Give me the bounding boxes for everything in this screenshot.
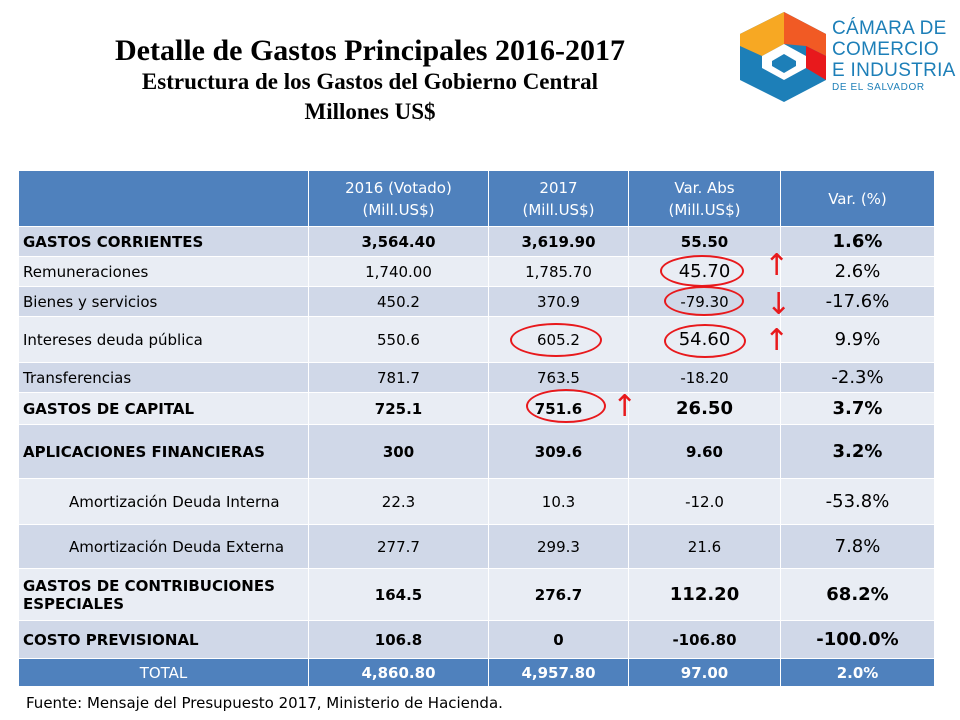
- cell-2016: 450.2: [308, 286, 489, 317]
- logo-line-4: DE EL SALVADOR: [832, 82, 925, 93]
- logo-line-3: E INDUSTRIA: [832, 60, 956, 81]
- highlight-circle-intereses-2017: [510, 323, 602, 357]
- table-row: GASTOS DE CAPITAL 725.1 751.6 26.50 3.7%: [18, 392, 935, 425]
- cell-2017: 309.6: [488, 424, 629, 479]
- table-row: Bienes y servicios 450.2 370.9 -79.30 -1…: [18, 286, 935, 317]
- cell-2016: 781.7: [308, 362, 489, 393]
- table-row: Intereses deuda pública 550.6 605.2 54.6…: [18, 316, 935, 363]
- cell-var-pct: 68.2%: [780, 568, 935, 621]
- logo-line-2: COMERCIO: [832, 39, 939, 60]
- cell-2016: 3,564.40: [308, 226, 489, 257]
- header-var-abs: Var. Abs (Mill.US$): [628, 170, 781, 227]
- expense-table: 2016 (Votado) (Mill.US$) 2017 (Mill.US$) V…: [18, 170, 935, 687]
- header-var-pct: Var. (%): [780, 170, 935, 227]
- cell-var-pct: 3.7%: [780, 392, 935, 425]
- units-label: Millones US$: [304, 99, 436, 124]
- cell-2016: 164.5: [308, 568, 489, 621]
- row-label: GASTOS DE CONTRIBUCIONES ESPECIALES: [18, 568, 309, 621]
- cell-var-abs: 21.6: [628, 524, 781, 569]
- cell-var-abs: 112.20: [628, 568, 781, 621]
- total-var-abs: 97.00: [628, 658, 781, 687]
- cell-var-abs: 26.50: [628, 392, 781, 425]
- cell-var-abs: 55.50: [628, 226, 781, 257]
- page-title: Detalle de Gastos Principales 2016-2017: [115, 34, 625, 67]
- cell-2017: 0: [488, 620, 629, 659]
- total-var-pct: 2.0%: [780, 658, 935, 687]
- cell-var-abs: -18.20: [628, 362, 781, 393]
- highlight-circle-remuneraciones: [660, 255, 744, 287]
- header-2017: 2017 (Mill.US$): [488, 170, 629, 227]
- cell-2016: 300: [308, 424, 489, 479]
- row-label: COSTO PREVISIONAL: [18, 620, 309, 659]
- table-row: Remuneraciones 1,740.00 1,785.70 45.70 2…: [18, 256, 935, 287]
- arrow-up-icon: ↑: [612, 389, 638, 424]
- cell-2017: 276.7: [488, 568, 629, 621]
- cell-var-pct: 3.2%: [780, 424, 935, 479]
- arrow-up-icon: ↑: [764, 323, 790, 358]
- row-label: Transferencias: [18, 362, 309, 393]
- title-block: Detalle de Gastos Principales 2016-2017 …: [0, 34, 740, 126]
- cell-2017: 763.5: [488, 362, 629, 393]
- source-note: Fuente: Mensaje del Presupuesto 2017, Mi…: [26, 694, 503, 712]
- table-row: COSTO PREVISIONAL 106.8 0 -106.80 -100.0…: [18, 620, 935, 659]
- row-label: Intereses deuda pública: [18, 316, 309, 363]
- row-label: GASTOS CORRIENTES: [18, 226, 309, 257]
- cell-var-pct: 9.9%: [780, 316, 935, 363]
- header-label: [18, 170, 309, 227]
- arrow-down-icon: ↓: [766, 287, 792, 322]
- table-row: GASTOS DE CONTRIBUCIONES ESPECIALES 164.…: [18, 568, 935, 621]
- cell-var-pct: -17.6%: [780, 286, 935, 317]
- cell-var-pct: 1.6%: [780, 226, 935, 257]
- row-label: Amortización Deuda Interna: [18, 478, 309, 525]
- page-subtitle: Estructura de los Gastos del Gobierno Ce…: [141, 69, 599, 94]
- table-header-row: 2016 (Votado) (Mill.US$) 2017 (Mill.US$) V…: [18, 170, 935, 227]
- header-2016: 2016 (Votado) (Mill.US$): [308, 170, 489, 227]
- cell-2016: 550.6: [308, 316, 489, 363]
- logo-line-1: CÁMARA DE: [832, 18, 947, 39]
- chamber-logo: [740, 12, 826, 102]
- highlight-circle-bienes: [664, 286, 744, 316]
- table-row: Transferencias 781.7 763.5 -18.20 -2.3%: [18, 362, 935, 393]
- cell-2017: 1,785.70: [488, 256, 629, 287]
- row-label: Bienes y servicios: [18, 286, 309, 317]
- cell-var-abs: -106.80: [628, 620, 781, 659]
- arrow-up-icon: ↑: [764, 248, 790, 283]
- table-row: Amortización Deuda Externa 277.7 299.3 2…: [18, 524, 935, 569]
- cell-var-pct: 2.6%: [780, 256, 935, 287]
- total-2016: 4,860.80: [308, 658, 489, 687]
- cell-2017: 3,619.90: [488, 226, 629, 257]
- table-row: GASTOS CORRIENTES 3,564.40 3,619.90 55.5…: [18, 226, 935, 257]
- row-label: Remuneraciones: [18, 256, 309, 287]
- cell-2016: 1,740.00: [308, 256, 489, 287]
- row-label: Amortización Deuda Externa: [18, 524, 309, 569]
- cell-var-pct: -2.3%: [780, 362, 935, 393]
- highlight-circle-capital-2017: [526, 389, 606, 423]
- cell-2017: 370.9: [488, 286, 629, 317]
- table-row: APLICACIONES FINANCIERAS 300 309.6 9.60 …: [18, 424, 935, 479]
- total-2017: 4,957.80: [488, 658, 629, 687]
- row-label: APLICACIONES FINANCIERAS: [18, 424, 309, 479]
- cell-var-abs: -12.0: [628, 478, 781, 525]
- cell-2017: 299.3: [488, 524, 629, 569]
- cell-var-pct: -100.0%: [780, 620, 935, 659]
- cell-2016: 106.8: [308, 620, 489, 659]
- cell-2017: 10.3: [488, 478, 629, 525]
- highlight-circle-intereses: [664, 324, 746, 358]
- table-row: Amortización Deuda Interna 22.3 10.3 -12…: [18, 478, 935, 525]
- cell-2016: 277.7: [308, 524, 489, 569]
- total-label: TOTAL: [18, 658, 309, 687]
- cell-2016: 22.3: [308, 478, 489, 525]
- cell-2016: 725.1: [308, 392, 489, 425]
- chamber-logo-text: CÁMARA DE COMERCIO E INDUSTRIA DE EL SAL…: [832, 18, 956, 95]
- cell-var-abs: 9.60: [628, 424, 781, 479]
- total-row: TOTAL 4,860.80 4,957.80 97.00 2.0%: [18, 658, 935, 687]
- cell-var-pct: 7.8%: [780, 524, 935, 569]
- row-label: GASTOS DE CAPITAL: [18, 392, 309, 425]
- cell-var-pct: -53.8%: [780, 478, 935, 525]
